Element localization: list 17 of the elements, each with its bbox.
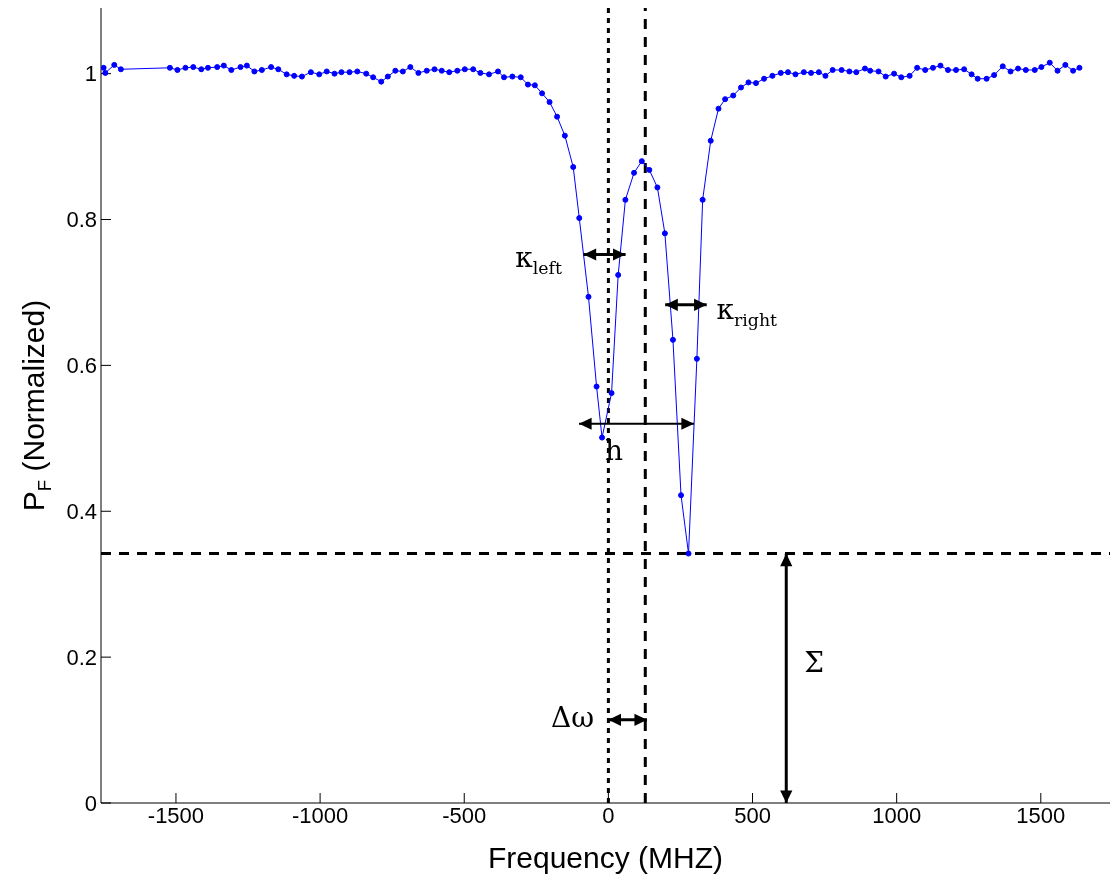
x-tick-label: 1000 <box>872 802 922 828</box>
y-tick-label: 0.6 <box>66 353 97 379</box>
y-tick-label: 0.4 <box>66 499 97 525</box>
y-tick-label: 0.8 <box>66 207 97 233</box>
x-tick-label: 500 <box>734 802 771 828</box>
annotation: Σ <box>804 645 825 679</box>
x-tick-label: -500 <box>442 802 487 828</box>
x-tick-label: 1500 <box>1016 802 1066 828</box>
y-tick-label: 0.2 <box>66 644 97 670</box>
x-axis-title: Frequency (MHZ) <box>487 841 724 874</box>
annotation: κ$_{left}$ <box>515 240 562 278</box>
y-tick-label: 1 <box>84 61 97 87</box>
x-tick-label: -1000 <box>291 802 349 828</box>
x-tick-label: -1500 <box>147 802 205 828</box>
annotation: Δω <box>551 700 595 734</box>
annotation: κ$_{right}$ <box>716 292 778 330</box>
x-tick-label: 0 <box>602 802 615 828</box>
